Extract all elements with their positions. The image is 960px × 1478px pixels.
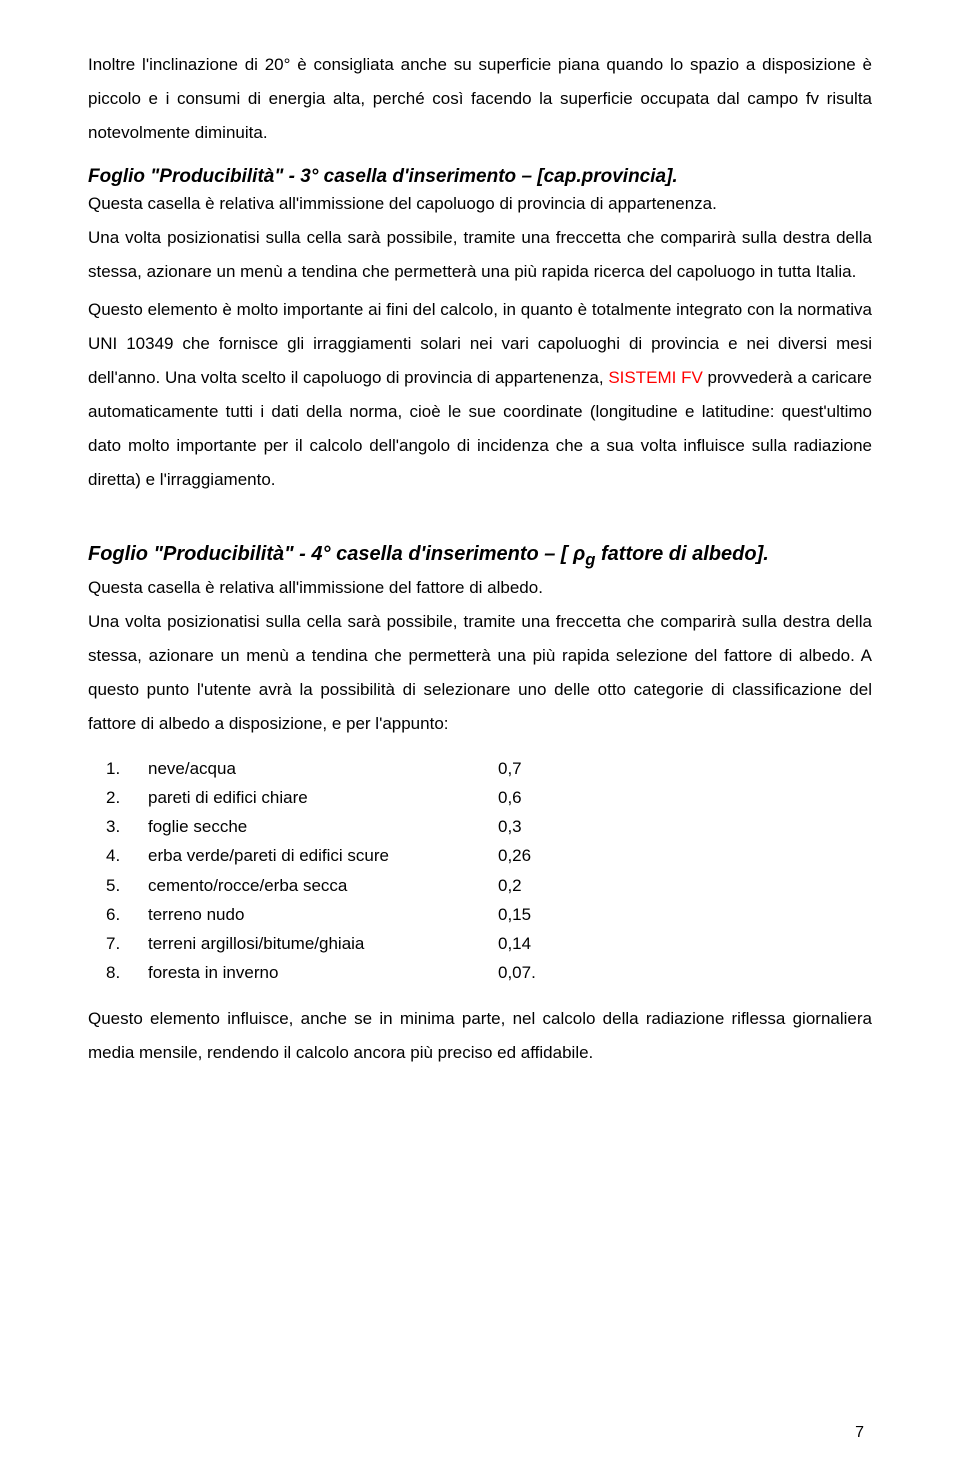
list-item-label: terreno nudo bbox=[148, 901, 498, 930]
brand-name: SISTEMI FV bbox=[608, 368, 702, 387]
document-page: Inoltre l'inclinazione di 20° è consigli… bbox=[0, 0, 960, 1478]
albedo-list: 1.neve/acqua0,72.pareti di edifici chiar… bbox=[88, 755, 536, 989]
list-item-value: 0,6 bbox=[498, 784, 536, 813]
list-item-label: terreni argillosi/bitume/ghiaia bbox=[148, 930, 498, 959]
list-item-value: 0,07. bbox=[498, 959, 536, 988]
page-number: 7 bbox=[855, 1424, 864, 1442]
list-item: 3.foglie secche0,3 bbox=[88, 813, 536, 842]
list-item-number: 8. bbox=[88, 959, 148, 988]
heading-section-4: Foglio "Producibilità" - 4° casella d'in… bbox=[88, 541, 872, 572]
list-item: 2.pareti di edifici chiare0,6 bbox=[88, 784, 536, 813]
list-item-value: 0,3 bbox=[498, 813, 536, 842]
heading-section-4-post: fattore di albedo]. bbox=[595, 543, 768, 565]
paragraph-uni10349: Questo elemento è molto importante ai fi… bbox=[88, 293, 872, 497]
list-item-value: 0,15 bbox=[498, 901, 536, 930]
list-item-number: 4. bbox=[88, 842, 148, 871]
list-item: 6.terreno nudo0,15 bbox=[88, 901, 536, 930]
list-item-label: foglie secche bbox=[148, 813, 498, 842]
list-item-value: 0,7 bbox=[498, 755, 536, 784]
list-item-number: 1. bbox=[88, 755, 148, 784]
list-item: 4.erba verde/pareti di edifici scure0,26 bbox=[88, 842, 536, 871]
list-item-number: 7. bbox=[88, 930, 148, 959]
list-item-value: 0,2 bbox=[498, 872, 536, 901]
list-item-label: foresta in inverno bbox=[148, 959, 498, 988]
list-item-label: cemento/rocce/erba secca bbox=[148, 872, 498, 901]
list-item: 5.cemento/rocce/erba secca0,2 bbox=[88, 872, 536, 901]
list-item: 1.neve/acqua0,7 bbox=[88, 755, 536, 784]
list-item-number: 5. bbox=[88, 872, 148, 901]
list-item: 7.terreni argillosi/bitume/ghiaia0,14 bbox=[88, 930, 536, 959]
subtext-section-4: Questa casella è relativa all'immissione… bbox=[88, 574, 872, 601]
paragraph-conclusion: Questo elemento influisce, anche se in m… bbox=[88, 1002, 872, 1070]
list-item-number: 2. bbox=[88, 784, 148, 813]
paragraph-dropdown-info: Una volta posizionatisi sulla cella sarà… bbox=[88, 221, 872, 289]
list-item-number: 3. bbox=[88, 813, 148, 842]
paragraph-albedo-intro: Una volta posizionatisi sulla cella sarà… bbox=[88, 605, 872, 741]
heading-section-3: Foglio "Producibilità" - 3° casella d'in… bbox=[88, 166, 872, 188]
heading-section-4-sub: g bbox=[585, 550, 595, 569]
list-item-value: 0,26 bbox=[498, 842, 536, 871]
list-item-number: 6. bbox=[88, 901, 148, 930]
list-item-label: neve/acqua bbox=[148, 755, 498, 784]
paragraph-intro: Inoltre l'inclinazione di 20° è consigli… bbox=[88, 48, 872, 150]
heading-section-4-pre: Foglio "Producibilità" - 4° casella d'in… bbox=[88, 543, 585, 565]
list-item-value: 0,14 bbox=[498, 930, 536, 959]
subtext-section-3: Questa casella è relativa all'immissione… bbox=[88, 190, 872, 217]
list-item-label: erba verde/pareti di edifici scure bbox=[148, 842, 498, 871]
list-item: 8.foresta in inverno0,07. bbox=[88, 959, 536, 988]
list-item-label: pareti di edifici chiare bbox=[148, 784, 498, 813]
